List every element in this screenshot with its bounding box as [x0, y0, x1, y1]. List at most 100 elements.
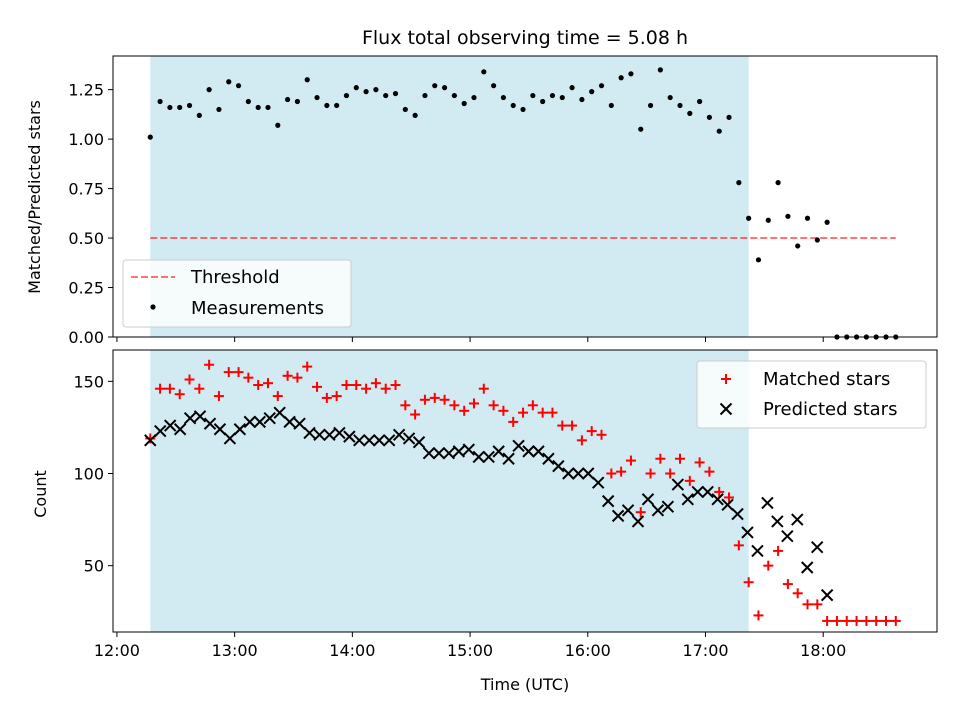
y-tick-label: 0.50	[68, 229, 104, 248]
measurement-point	[451, 92, 457, 99]
predicted-star-marker	[402, 432, 416, 445]
measurement-point	[746, 215, 752, 221]
predicted-star-marker	[542, 452, 555, 465]
predicted-star-marker	[591, 476, 605, 489]
matched-star-marker	[763, 560, 774, 571]
y-tick-label: 0.00	[68, 328, 104, 347]
matched-star-marker	[253, 380, 264, 391]
matched-star-marker	[233, 367, 244, 378]
predicted-star-marker	[422, 447, 436, 460]
measurement-point	[186, 102, 193, 109]
predicted-star-marker	[432, 447, 446, 460]
measurement-point	[324, 102, 330, 109]
matched-legend-label: Matched stars	[763, 369, 890, 390]
matched-star-marker	[625, 455, 636, 466]
top-axes-frame	[112, 55, 938, 338]
measurement-point	[647, 102, 654, 109]
measurement-point	[814, 237, 820, 243]
predicted-star-marker	[382, 434, 396, 447]
predicted-star-marker	[641, 493, 655, 506]
matched-star-marker	[782, 579, 793, 590]
predicted-star-marker	[462, 443, 476, 456]
measurement-point	[373, 87, 379, 93]
measurement-point	[589, 89, 595, 95]
matched-star-marker	[861, 615, 872, 626]
y-tick-label: 0.25	[68, 279, 104, 298]
x-axis-label: Time (UTC)	[480, 675, 569, 694]
predicted-star-marker	[333, 426, 346, 440]
measurement-point	[736, 180, 742, 186]
y-tick-label: 100	[73, 464, 104, 483]
matched-star-marker	[724, 492, 735, 503]
measurement-point	[422, 92, 428, 99]
predicted-star-marker	[373, 434, 386, 447]
measurement-point	[343, 92, 350, 99]
predicted-star-marker	[601, 494, 615, 508]
matched-star-marker	[802, 599, 813, 610]
measurement-point	[363, 89, 369, 95]
predicted-star-marker	[522, 445, 535, 458]
measurement-point	[716, 128, 722, 134]
predicted-star-marker	[233, 423, 247, 436]
y-tick-label: 1.00	[68, 130, 104, 149]
bottom-ylabel: Count	[31, 470, 50, 518]
measurement-point	[275, 122, 281, 128]
predicted-star-marker	[363, 434, 376, 447]
matched-star-marker	[380, 383, 391, 394]
predicted-star-marker	[263, 411, 276, 425]
matched-star-marker	[694, 457, 705, 468]
measurement-point	[471, 94, 477, 101]
x-tick-label: 17:00	[682, 641, 728, 660]
matched-star-marker	[714, 486, 725, 497]
matched-star-marker	[655, 453, 666, 464]
top-legend-box	[122, 259, 352, 328]
predicted-star-marker	[293, 417, 306, 430]
matched-star-marker	[184, 374, 195, 385]
matched-star-marker	[419, 394, 430, 405]
matched-star-marker	[527, 400, 538, 411]
measurement-point	[432, 83, 438, 89]
matched-star-marker	[871, 615, 882, 626]
matched-star-marker	[155, 383, 166, 394]
matched-star-marker	[704, 466, 715, 477]
measurement-point	[638, 126, 644, 132]
measurements-legend-label: Measurements	[191, 298, 324, 319]
predicted-star-marker	[711, 493, 724, 506]
predicted-star-marker	[532, 445, 545, 458]
measurement-point	[549, 92, 556, 99]
predicted-legend-label: Predicted stars	[763, 399, 897, 420]
matched-star-marker	[567, 420, 578, 431]
predicted-star-marker	[283, 415, 296, 429]
y-tick-label: 150	[73, 372, 104, 391]
predicted-star-marker	[751, 544, 764, 558]
predicted-star-marker	[611, 509, 625, 523]
predicted-star-marker	[183, 411, 197, 425]
matched-star-marker	[576, 435, 587, 446]
predicted-star-marker	[552, 459, 565, 473]
predicted-star-marker	[631, 515, 645, 528]
matched-star-marker	[439, 394, 450, 405]
predicted-star-marker	[661, 500, 675, 513]
bottom-axes-frame	[112, 349, 938, 633]
measurement-point	[579, 96, 585, 103]
measurement-point	[383, 92, 389, 99]
measurement-point	[402, 106, 408, 113]
matched-star-marker	[733, 540, 744, 551]
predicted-star-marker	[810, 541, 824, 554]
matched-star-marker	[616, 466, 627, 477]
x-tick-label: 14:00	[329, 641, 375, 660]
predicted-star-marker	[213, 423, 227, 436]
bottom-panel: 50 100 150 12:00 13:00 14:00 15:00 16:00 17:00 18…	[73, 349, 938, 660]
matched-star-marker	[721, 374, 731, 384]
measurement-point	[785, 213, 791, 219]
matched-star-marker	[331, 391, 342, 402]
measurement-point	[687, 110, 693, 116]
measurement-point	[226, 79, 232, 85]
matched-star-marker	[498, 405, 509, 416]
matched-star-marker	[321, 392, 332, 403]
matched-star-marker	[223, 367, 234, 378]
measurement-point	[334, 102, 340, 109]
matched-star-marker	[684, 475, 695, 486]
measurements-legend-swatch	[150, 304, 156, 310]
